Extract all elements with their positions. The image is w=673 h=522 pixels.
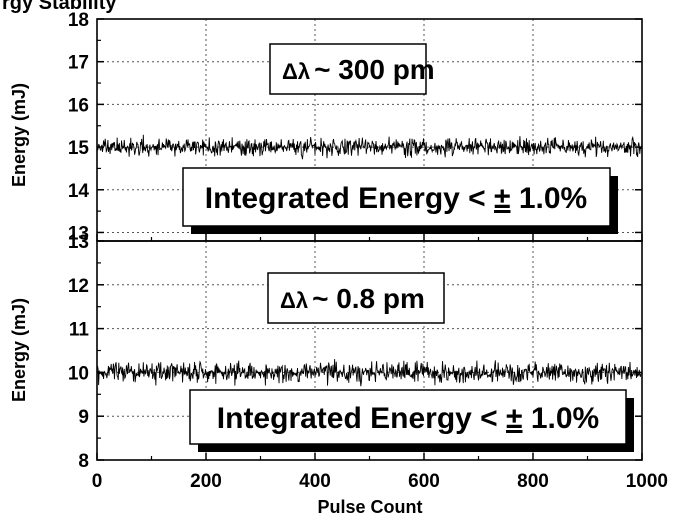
- upper-box-pm: ±: [494, 182, 510, 215]
- lower-y-tick-label-12: 12: [68, 276, 89, 297]
- x-tick-label-200: 200: [190, 471, 222, 492]
- svg-text:Integrated Energy < ± 1.0%: Integrated Energy < ± 1.0%: [217, 402, 599, 435]
- upper-delta-lambda-symbol: Δλ: [282, 59, 310, 84]
- lower-box-text: Integrated Energy <: [217, 402, 506, 435]
- upper-y-tick-label-18: 18: [68, 10, 89, 31]
- upper-y-tick-label-16: 16: [68, 95, 89, 116]
- upper-annotation-text: ~ 300 pm: [314, 54, 435, 85]
- lower-y-tick-label-11: 11: [69, 320, 90, 341]
- upper-y-tick-label-17: 17: [68, 53, 89, 74]
- chart-title-fragment: rgy Stability: [2, 0, 117, 14]
- x-tick-label-400: 400: [299, 471, 331, 492]
- lower-plot-frame: [96, 240, 643, 461]
- lower-energy-trace: [96, 359, 643, 387]
- lower-annotation-text: ~ 0.8 pm: [312, 283, 425, 314]
- upper-y-tick-label-14: 14: [68, 181, 90, 202]
- upper-box-text: Integrated Energy <: [205, 182, 494, 215]
- svg-text:Δλ~ 300 pm: Δλ ~ 300 pm: [282, 54, 435, 85]
- upper-panel: 13 14 15 16 17 18 Energy (mJ) Δλ ~ 300 pm Inte…: [9, 10, 643, 244]
- upper-energy-trace: [96, 134, 643, 160]
- upper-box-suffix: 1.0%: [511, 182, 588, 215]
- lower-box-suffix: 1.0%: [523, 402, 600, 435]
- lower-y-tick-label-8: 8: [78, 451, 89, 472]
- lower-wavelength-annotation: Δλ ~ 0.8 pm: [267, 272, 445, 324]
- x-tick-label-600: 600: [408, 471, 440, 492]
- x-axis-title: Pulse Count: [317, 497, 422, 517]
- lower-y-tick-label-9: 9: [78, 407, 89, 428]
- lower-y-tick-label-10: 10: [68, 363, 89, 384]
- upper-wavelength-annotation: Δλ ~ 300 pm: [269, 43, 435, 95]
- upper-y-tick-label-13: 13: [68, 223, 89, 244]
- x-tick-label-1000: 1000: [626, 471, 668, 492]
- svg-text:Integrated Energy < ± 1.0%: Integrated Energy < ± 1.0%: [205, 182, 587, 215]
- lower-y-tick-label-13: 13: [68, 232, 89, 253]
- lower-panel: 8 9 10 11 12 13 Energy (mJ) Δλ ~ 0.8 pm Integr…: [9, 232, 643, 472]
- upper-y-axis-title: Energy (mJ): [9, 83, 29, 187]
- upper-integrated-energy-box: Integrated Energy < ± 1.0%: [182, 167, 618, 234]
- lower-y-axis-title: Energy (mJ): [9, 298, 29, 402]
- upper-y-tick-label-15: 15: [68, 138, 90, 159]
- lower-integrated-energy-box: Integrated Energy < ± 1.0%: [189, 389, 634, 452]
- svg-text:Δλ~ 0.8 pm: Δλ ~ 0.8 pm: [280, 283, 425, 314]
- x-tick-label-800: 800: [517, 471, 549, 492]
- x-tick-label-0: 0: [92, 471, 103, 492]
- lower-delta-lambda-symbol: Δλ: [280, 288, 308, 313]
- lower-box-pm: ±: [506, 402, 522, 435]
